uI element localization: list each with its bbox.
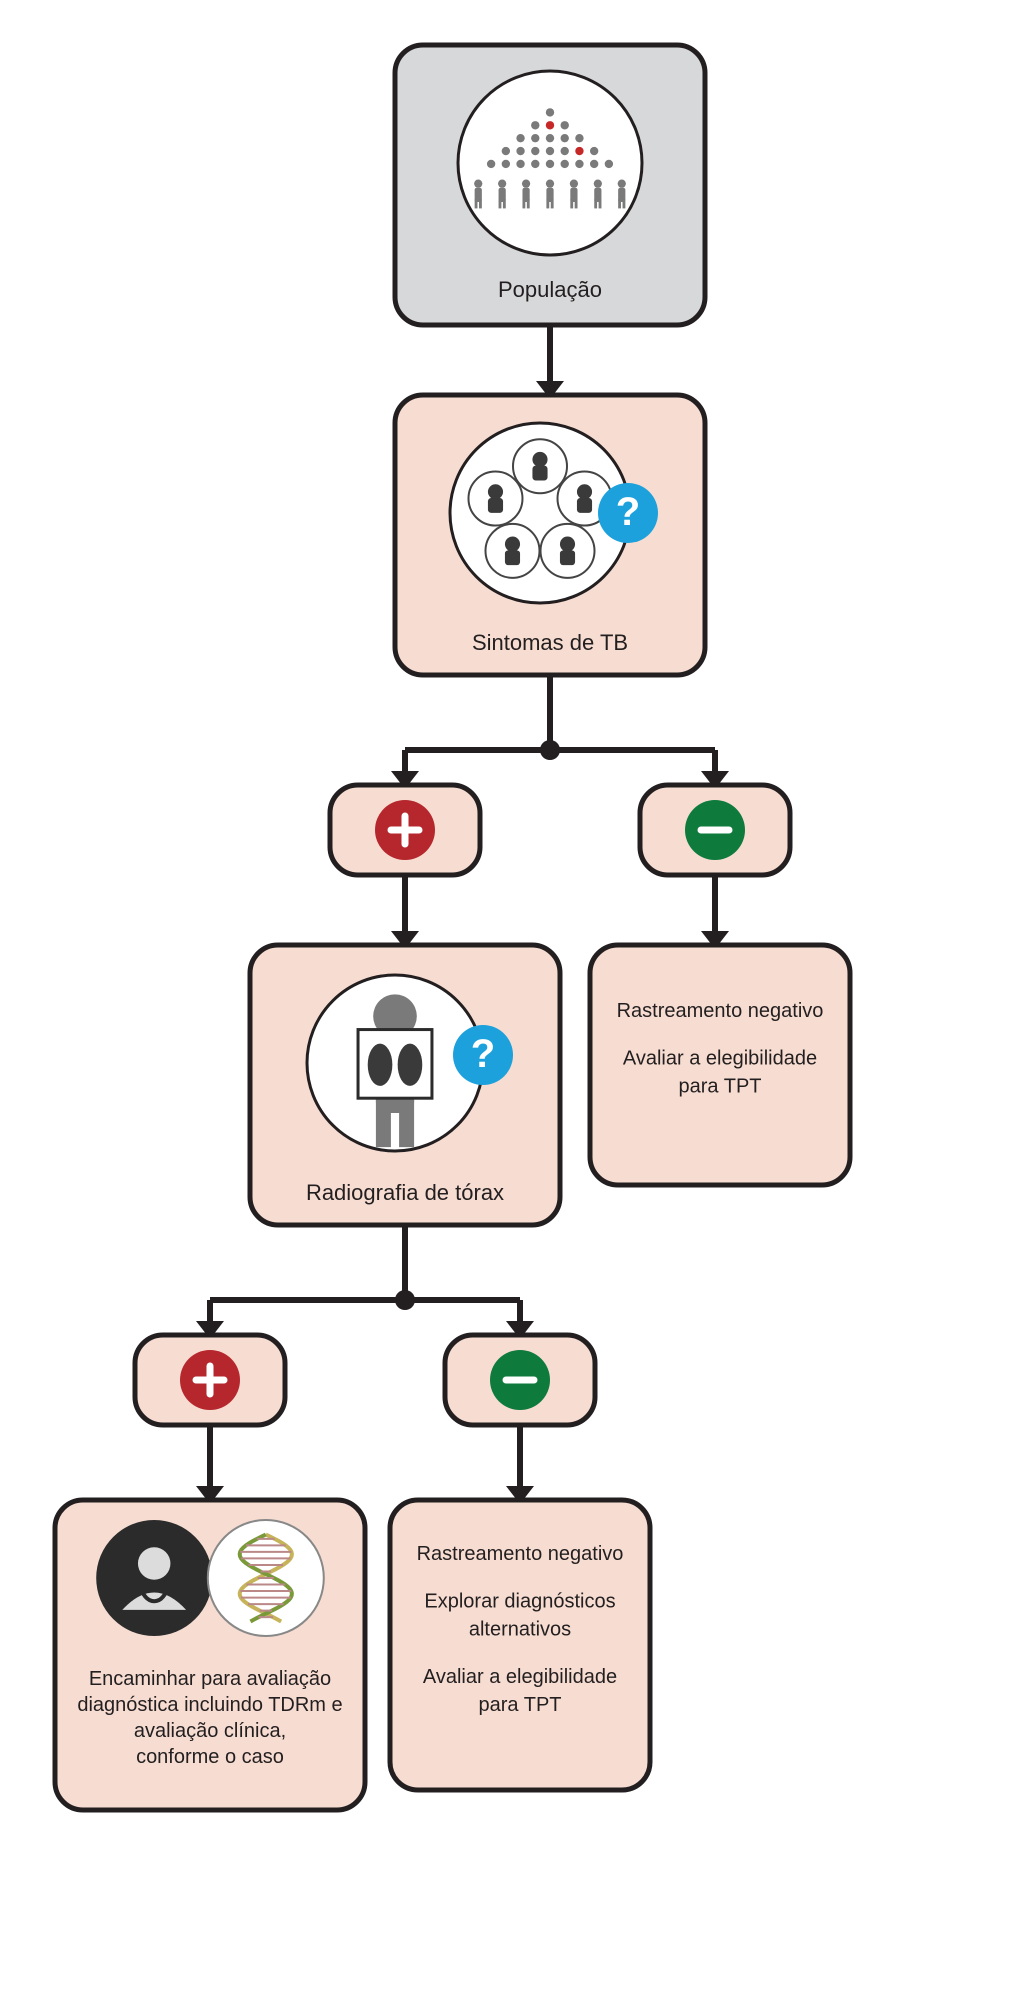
- label-xray: Radiografia de tórax: [306, 1180, 504, 1205]
- svg-text:conforme o caso: conforme o caso: [136, 1746, 284, 1768]
- svg-text:para TPT: para TPT: [479, 1694, 562, 1716]
- svg-text:Rastreamento negativo: Rastreamento negativo: [617, 1000, 824, 1022]
- svg-text:Explorar diagnósticos: Explorar diagnósticos: [424, 1591, 615, 1613]
- svg-text:diagnóstica incluindo TDRm e: diagnóstica incluindo TDRm e: [77, 1694, 342, 1716]
- population-icon: [458, 71, 642, 255]
- svg-text:Avaliar a elegibilidade: Avaliar a elegibilidade: [423, 1666, 617, 1688]
- label-symptoms: Sintomas de TB: [472, 630, 628, 655]
- svg-text:alternativos: alternativos: [469, 1619, 571, 1641]
- label-population: População: [498, 277, 602, 302]
- svg-text:Encaminhar para avaliação: Encaminhar para avaliação: [89, 1668, 331, 1690]
- svg-text:?: ?: [616, 490, 640, 534]
- doctor-icon: [96, 1520, 212, 1636]
- svg-text:?: ?: [471, 1032, 495, 1076]
- dna-icon: [208, 1520, 324, 1636]
- svg-text:Rastreamento negativo: Rastreamento negativo: [417, 1543, 624, 1565]
- svg-text:para TPT: para TPT: [679, 1076, 762, 1098]
- flowchart: População? Sintomas de TB? Radiografia de …: [0, 0, 1024, 2013]
- svg-text:Avaliar a elegibilidade: Avaliar a elegibilidade: [623, 1048, 817, 1070]
- svg-text:avaliação clínica,: avaliação clínica,: [134, 1720, 286, 1742]
